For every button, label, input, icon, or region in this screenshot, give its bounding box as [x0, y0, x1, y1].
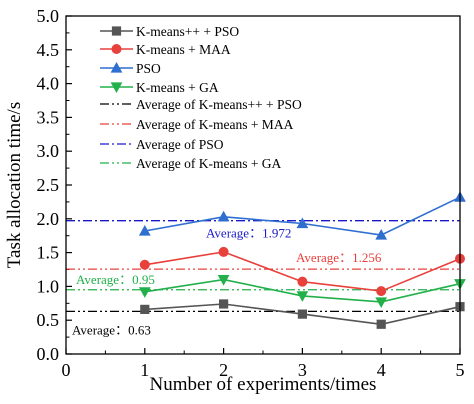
average-annotation: Average：0.63 — [72, 322, 151, 337]
legend-label: Average of K-means++ + PSO — [136, 97, 302, 112]
data-point — [217, 275, 230, 286]
plot-frame — [65, 15, 461, 355]
data-point — [218, 299, 229, 309]
x-axis-ticks: 0 1 2 3 4 5 — [62, 348, 465, 380]
x-tick-label: 5 — [456, 360, 465, 380]
y-tick-label: 5.0 — [37, 6, 60, 26]
legend-label: Average of PSO — [136, 137, 224, 152]
data-point — [218, 246, 229, 257]
y-tick-label: 2.0 — [37, 209, 60, 229]
x-tick-label: 0 — [62, 360, 71, 380]
legend-swatch-marker — [110, 61, 123, 73]
data-point — [296, 291, 309, 302]
legend-label: Average of K-means + MAA — [136, 117, 294, 132]
y-tick-label: 2.5 — [37, 175, 60, 195]
y-tick-label: 1.0 — [37, 276, 60, 296]
average-annotation: Average：0.95 — [76, 272, 155, 287]
legend-swatch-marker — [110, 82, 123, 94]
data-point — [375, 297, 388, 308]
y-tick-label: 1.5 — [37, 243, 60, 263]
x-axis-title: Number of experiments/times — [150, 374, 377, 395]
data-point — [297, 276, 308, 287]
legend-label: K-means + MAA — [136, 42, 231, 57]
legend-label: Average of K-means + GA — [136, 156, 282, 171]
x-tick-label: 3 — [298, 360, 307, 380]
y-tick-label: 0.0 — [37, 344, 60, 364]
data-point — [138, 287, 151, 298]
legend-swatch-marker — [111, 26, 122, 36]
legend: K-means++ + PSO K-means + MAA PSO K-means +… — [100, 24, 302, 171]
y-tick-label: 0.5 — [37, 310, 60, 330]
y-axis-ticks: 0.0 0.5 1.0 1.5 2.0 2.5 3.0 3.5 4.0 4.5 5.0 — [37, 6, 72, 364]
x-tick-label: 2 — [219, 360, 228, 380]
data-point — [376, 286, 387, 297]
y-tick-label: 3.0 — [37, 141, 60, 161]
data-point — [296, 217, 309, 229]
y-axis-title: Task allocation time/s — [4, 102, 25, 268]
average-lines — [66, 220, 460, 313]
x-tick-label: 4 — [377, 360, 386, 380]
legend-label: K-means++ + PSO — [136, 24, 239, 39]
data-point — [376, 319, 386, 329]
legend-label: PSO — [136, 61, 161, 76]
data-point — [297, 309, 308, 319]
data-point — [217, 210, 230, 222]
average-annotation: Average：1.972 — [206, 226, 291, 241]
legend-swatch-marker — [111, 44, 122, 55]
legend-label: K-means + GA — [136, 80, 219, 95]
average-annotations: Average：0.63 Average：1.256 Average：1.972 Av… — [72, 226, 382, 338]
average-annotation: Average：1.256 — [296, 250, 382, 265]
y-tick-label: 3.5 — [37, 107, 60, 127]
y-tick-label: 4.5 — [37, 40, 60, 60]
data-point — [375, 228, 388, 240]
series-line — [144, 196, 461, 236]
data-point — [140, 304, 150, 314]
x-tick-label: 1 — [140, 360, 149, 380]
data-point — [139, 259, 150, 270]
y-tick-label: 4.0 — [37, 74, 60, 94]
data-point — [138, 224, 151, 236]
